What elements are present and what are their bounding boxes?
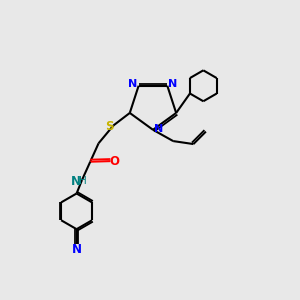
Text: N: N: [168, 79, 178, 89]
Text: H: H: [79, 176, 87, 186]
Text: N: N: [71, 175, 81, 188]
Text: O: O: [110, 154, 120, 168]
Text: N: N: [72, 244, 82, 256]
Text: S: S: [105, 120, 114, 134]
Text: N: N: [128, 79, 138, 89]
Text: N: N: [154, 124, 164, 134]
